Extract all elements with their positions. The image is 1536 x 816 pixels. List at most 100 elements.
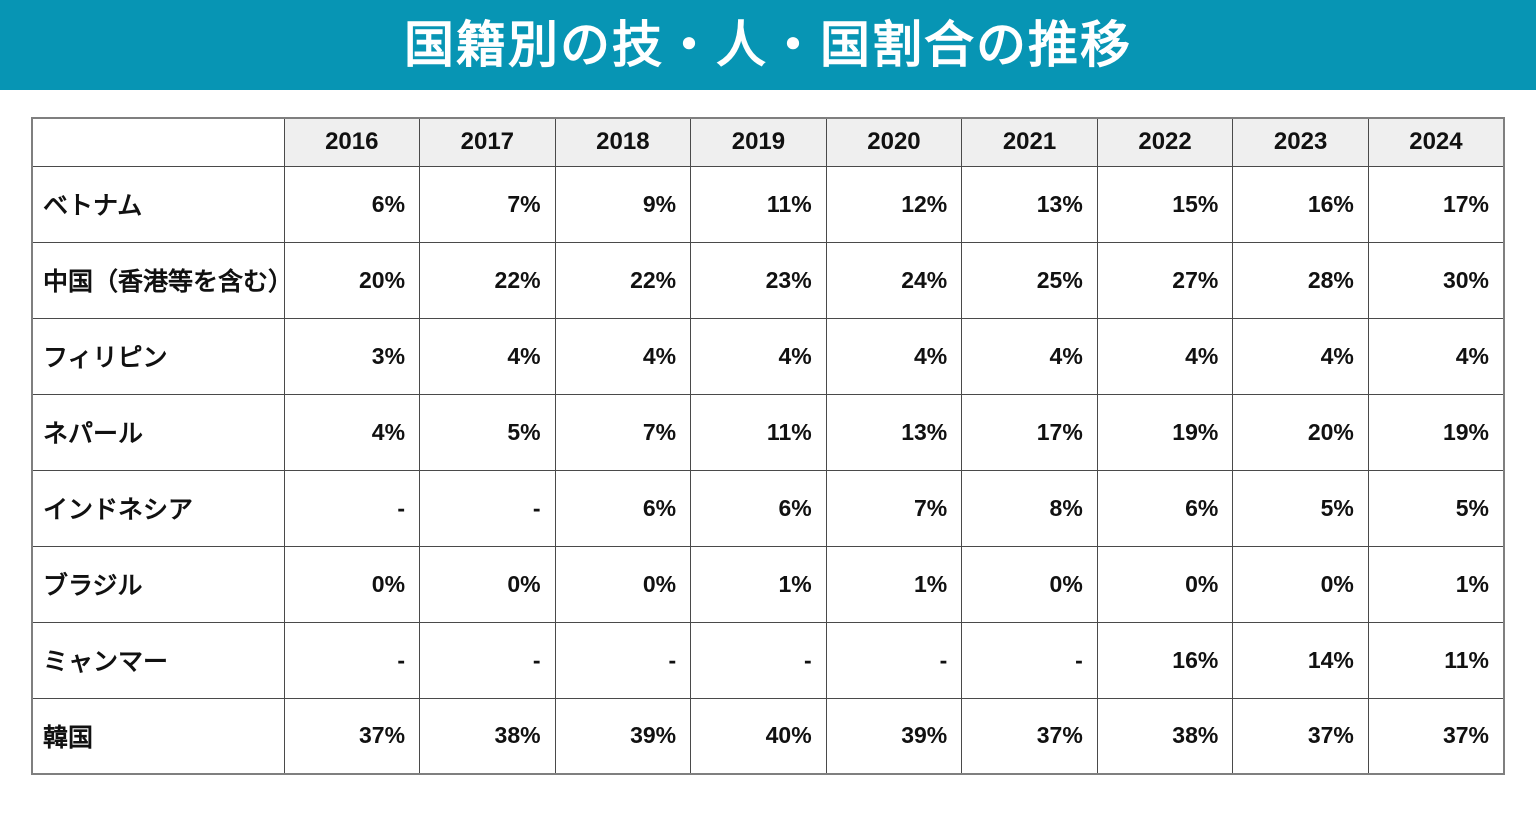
value-cell: 12% — [825, 165, 963, 243]
value-cell: 22% — [419, 241, 556, 319]
table-row-korea: 韓国 37% 38% 39% 40% 39% 37% 38% 37% 37% — [31, 697, 1505, 775]
table-row-nepal: ネパール 4% 5% 7% 11% 13% 17% 19% 20% 19% — [31, 393, 1505, 471]
year-header: 2021 — [961, 117, 1098, 167]
value-cell: 11% — [690, 393, 827, 471]
row-label: ミャンマー — [31, 621, 285, 699]
value-cell: - — [283, 621, 421, 699]
value-cell: 4% — [1367, 317, 1505, 395]
value-cell: 7% — [554, 393, 692, 471]
value-cell: 0% — [283, 545, 421, 623]
value-cell: 25% — [961, 241, 1098, 319]
value-cell: - — [961, 621, 1098, 699]
value-cell: - — [419, 621, 556, 699]
year-header: 2024 — [1367, 117, 1505, 167]
value-cell: 37% — [283, 697, 421, 775]
table-row-brazil: ブラジル 0% 0% 0% 1% 1% 0% 0% 0% 1% — [31, 545, 1505, 623]
value-cell: 13% — [961, 165, 1098, 243]
value-cell: - — [283, 469, 421, 547]
value-cell: 6% — [1096, 469, 1234, 547]
value-cell: - — [419, 469, 556, 547]
value-cell: 1% — [825, 545, 963, 623]
value-cell: 11% — [690, 165, 827, 243]
value-cell: 5% — [1232, 469, 1369, 547]
value-cell: 27% — [1096, 241, 1234, 319]
value-cell: 7% — [825, 469, 963, 547]
value-cell: 7% — [419, 165, 556, 243]
value-cell: 4% — [1096, 317, 1234, 395]
table-row-china: 中国（香港等を含む） 20% 22% 22% 23% 24% 25% 27% 2… — [31, 241, 1505, 319]
value-cell: 6% — [554, 469, 692, 547]
value-cell: - — [690, 621, 827, 699]
value-cell: 4% — [825, 317, 963, 395]
row-label: インドネシア — [31, 469, 285, 547]
value-cell: 16% — [1232, 165, 1369, 243]
value-cell: - — [554, 621, 692, 699]
page-title: 国籍別の技・人・国割合の推移 — [404, 17, 1132, 73]
value-cell: 37% — [961, 697, 1098, 775]
row-label: 韓国 — [31, 697, 285, 775]
year-header: 2023 — [1232, 117, 1369, 167]
value-cell: 6% — [283, 165, 421, 243]
value-cell: 20% — [283, 241, 421, 319]
year-header: 2018 — [554, 117, 692, 167]
value-cell: 39% — [825, 697, 963, 775]
value-cell: 28% — [1232, 241, 1369, 319]
value-cell: 17% — [961, 393, 1098, 471]
value-cell: 0% — [1232, 545, 1369, 623]
value-cell: 22% — [554, 241, 692, 319]
value-cell: 9% — [554, 165, 692, 243]
year-header: 2016 — [283, 117, 421, 167]
value-cell: 4% — [419, 317, 556, 395]
table-row-vietnam: ベトナム 6% 7% 9% 11% 12% 13% 15% 16% 17% — [31, 165, 1505, 243]
value-cell: 17% — [1367, 165, 1505, 243]
row-label: ベトナム — [31, 165, 285, 243]
value-cell: 8% — [961, 469, 1098, 547]
value-cell: 6% — [690, 469, 827, 547]
row-label: 中国（香港等を含む） — [31, 241, 285, 319]
row-label: フィリピン — [31, 317, 285, 395]
value-cell: 38% — [1096, 697, 1234, 775]
value-cell: 37% — [1232, 697, 1369, 775]
value-cell: 14% — [1232, 621, 1369, 699]
value-cell: 19% — [1096, 393, 1234, 471]
value-cell: 4% — [1232, 317, 1369, 395]
value-cell: 0% — [961, 545, 1098, 623]
year-header: 2022 — [1096, 117, 1234, 167]
value-cell: 0% — [554, 545, 692, 623]
value-cell: 30% — [1367, 241, 1505, 319]
value-cell: 38% — [419, 697, 556, 775]
value-cell: 5% — [419, 393, 556, 471]
table-row-indonesia: インドネシア - - 6% 6% 7% 8% 6% 5% 5% — [31, 469, 1505, 547]
value-cell: 0% — [1096, 545, 1234, 623]
row-label: ブラジル — [31, 545, 285, 623]
value-cell: 20% — [1232, 393, 1369, 471]
value-cell: 0% — [419, 545, 556, 623]
value-cell: 1% — [1367, 545, 1505, 623]
value-cell: 24% — [825, 241, 963, 319]
value-cell: 13% — [825, 393, 963, 471]
value-cell: 4% — [690, 317, 827, 395]
nationality-ratio-table: 2016 2017 2018 2019 2020 2021 2022 2023 … — [31, 117, 1505, 775]
title-banner: 国籍別の技・人・国割合の推移 — [0, 0, 1536, 90]
value-cell: 1% — [690, 545, 827, 623]
value-cell: - — [825, 621, 963, 699]
year-header: 2017 — [419, 117, 556, 167]
table-row-philippines: フィリピン 3% 4% 4% 4% 4% 4% 4% 4% 4% — [31, 317, 1505, 395]
value-cell: 40% — [690, 697, 827, 775]
row-label: ネパール — [31, 393, 285, 471]
value-cell: 19% — [1367, 393, 1505, 471]
value-cell: 5% — [1367, 469, 1505, 547]
year-header: 2020 — [825, 117, 963, 167]
value-cell: 37% — [1367, 697, 1505, 775]
value-cell: 4% — [554, 317, 692, 395]
value-cell: 4% — [961, 317, 1098, 395]
value-cell: 16% — [1096, 621, 1234, 699]
value-cell: 4% — [283, 393, 421, 471]
corner-cell — [31, 117, 285, 167]
header-row: 2016 2017 2018 2019 2020 2021 2022 2023 … — [31, 117, 1505, 167]
value-cell: 11% — [1367, 621, 1505, 699]
value-cell: 15% — [1096, 165, 1234, 243]
table-row-myanmar: ミャンマー - - - - - - 16% 14% 11% — [31, 621, 1505, 699]
value-cell: 23% — [690, 241, 827, 319]
value-cell: 3% — [283, 317, 421, 395]
